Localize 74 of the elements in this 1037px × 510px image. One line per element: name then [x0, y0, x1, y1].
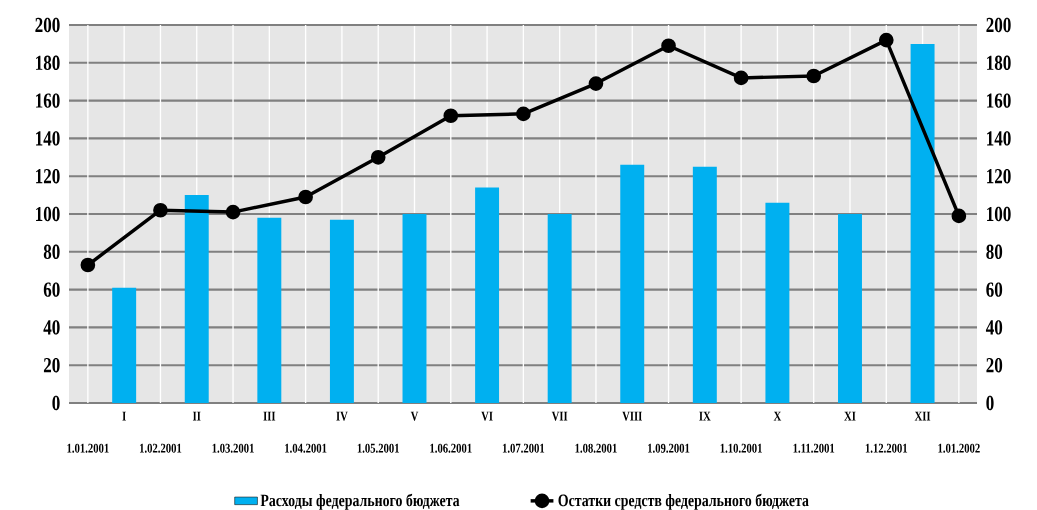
- y2-tick-label: 0: [986, 395, 994, 411]
- point: [298, 189, 313, 205]
- point: [516, 106, 531, 122]
- legend-label: Расходы федерального бюджета: [260, 493, 460, 510]
- y2-tick-label: 80: [986, 244, 1003, 259]
- y-tick-label: 200: [35, 17, 60, 33]
- point: [225, 204, 241, 220]
- x-tick-label: 1.05.2001: [357, 443, 399, 453]
- y2-tick-label: 140: [987, 131, 1011, 146]
- point: [878, 32, 894, 48]
- bar: [547, 214, 572, 403]
- point: [443, 108, 459, 124]
- x-tick-label: X: [773, 411, 782, 421]
- x-tick-label: 1.06.2001: [430, 443, 472, 453]
- y-tick-label: 60: [43, 282, 60, 297]
- x-tick-label: III: [263, 411, 276, 421]
- y-tick-label: 140: [36, 131, 60, 146]
- point: [370, 149, 386, 165]
- x-tick-label: IX: [699, 411, 711, 421]
- bar: [692, 166, 717, 403]
- x-tick-label: I: [122, 411, 126, 421]
- y2-tick-label: 120: [987, 169, 1011, 184]
- x-tick-label: 1.11.2001: [793, 443, 835, 453]
- y-tick-label: 80: [43, 244, 60, 259]
- y-tick-label: 120: [36, 169, 60, 184]
- y2-tick-label: 180: [987, 55, 1011, 70]
- bar: [765, 202, 790, 403]
- y-tick-label: 160: [36, 93, 60, 108]
- bar: [257, 217, 282, 403]
- x-tick-label: V: [410, 411, 419, 421]
- x-tick-label: 1.09.2001: [648, 443, 690, 453]
- x-tick-label: 1.01.2001: [67, 443, 109, 453]
- y-tick-label: 100: [36, 206, 60, 222]
- point: [661, 38, 676, 54]
- y2-tick-label: 200: [986, 17, 1011, 33]
- x-tick-label: 1.07.2001: [502, 443, 545, 453]
- bar: [838, 214, 862, 403]
- x-tick-label: VIII: [622, 411, 642, 421]
- point: [806, 68, 822, 84]
- y2-tick-label: 100: [987, 206, 1011, 222]
- y-tick-label: 40: [43, 320, 60, 335]
- x-tick-label: 1.03.2001: [212, 443, 254, 453]
- y2-tick-label: 60: [986, 282, 1003, 297]
- x-tick-label: 1.01.2002: [938, 443, 980, 453]
- x-tick-label: II: [192, 411, 201, 421]
- legend-label: Остатки средств федерального бюджета: [558, 493, 809, 510]
- bar: [910, 43, 935, 403]
- bar: [620, 164, 645, 403]
- bar: [329, 219, 354, 403]
- x-tick-label: VII: [551, 411, 568, 421]
- point: [588, 76, 604, 91]
- bar: [112, 287, 137, 403]
- y-tick-label: 0: [52, 395, 60, 411]
- y2-tick-label: 40: [985, 320, 1003, 335]
- bar: [402, 214, 427, 403]
- x-tick-label: 1.08.2001: [575, 443, 617, 453]
- x-tick-label: 1.12.2001: [865, 443, 908, 453]
- y2-tick-label: 160: [987, 93, 1011, 108]
- bar: [184, 195, 209, 403]
- x-tick-label: XII: [914, 411, 931, 421]
- point: [951, 208, 967, 224]
- bar: [475, 187, 500, 403]
- y-tick-label: 180: [36, 55, 60, 70]
- y2-tick-label: 20: [986, 358, 1003, 373]
- x-tick-label: IV: [336, 411, 348, 421]
- point: [80, 257, 96, 273]
- x-tick-label: VI: [481, 411, 493, 421]
- point: [153, 202, 168, 218]
- x-tick-label: XI: [844, 411, 856, 421]
- point: [733, 70, 749, 86]
- x-tick-label: 1.10.2001: [720, 443, 762, 453]
- x-tick-label: 1.02.2001: [139, 443, 182, 453]
- x-tick-label: 1.04.2001: [285, 443, 327, 453]
- y-tick-label: 20: [43, 358, 60, 373]
